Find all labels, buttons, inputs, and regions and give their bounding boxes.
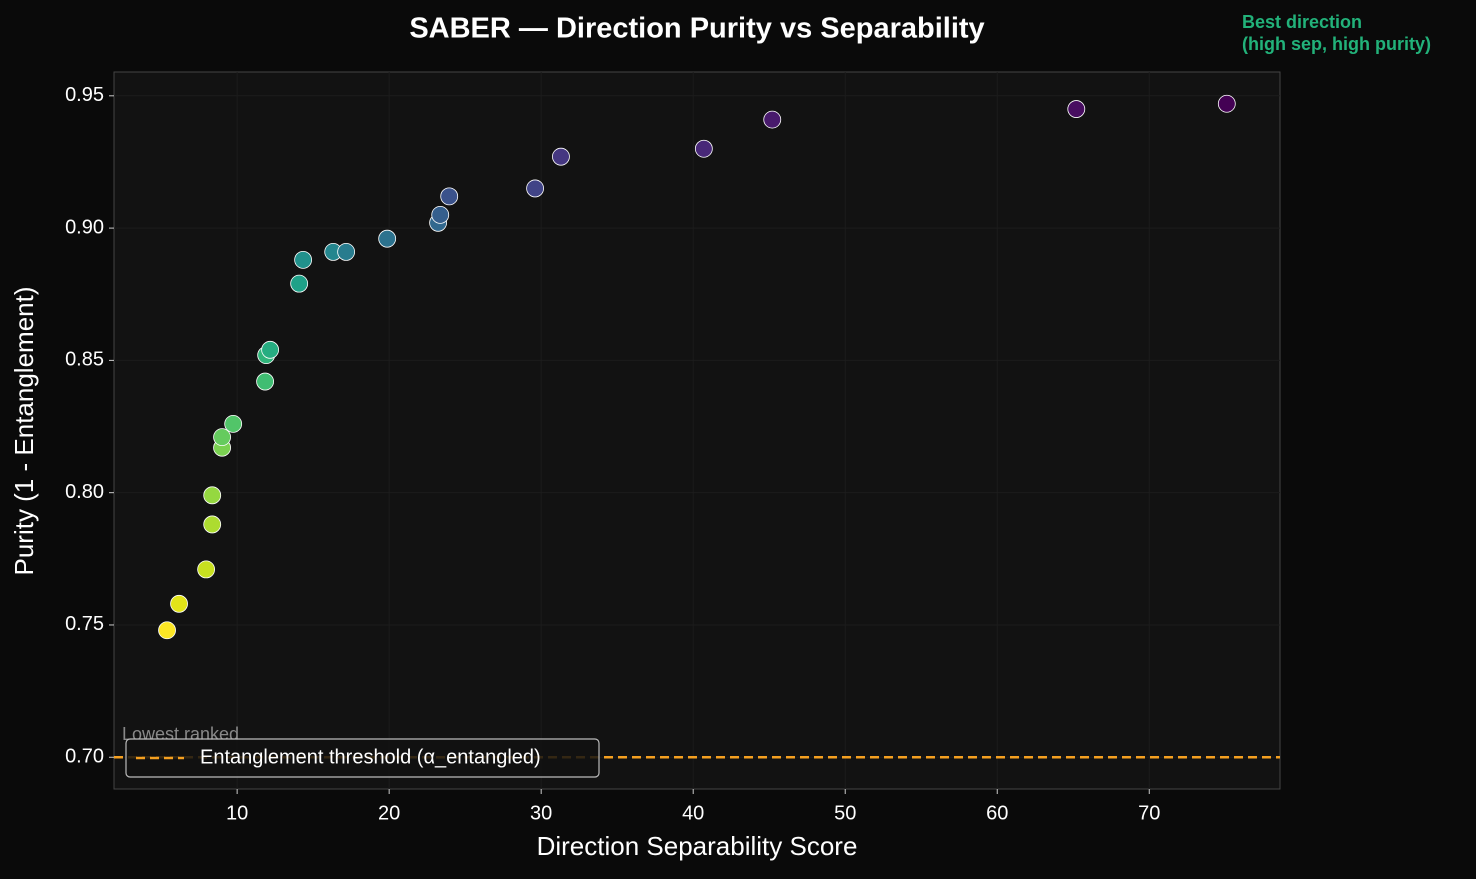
point <box>224 414 243 433</box>
point <box>261 340 280 359</box>
point <box>694 139 713 158</box>
point <box>552 147 570 166</box>
legend-label: Entanglement threshold (α_entangled) <box>200 746 541 768</box>
point <box>431 205 450 224</box>
x-tick-label: 10 <box>226 802 248 824</box>
point <box>197 560 216 579</box>
point <box>256 372 275 391</box>
point <box>378 229 397 248</box>
point <box>763 110 782 129</box>
point <box>170 594 188 613</box>
legend: Entanglement threshold (α_entangled) <box>125 738 600 778</box>
point <box>1217 94 1236 113</box>
point <box>440 187 459 206</box>
legend-box <box>125 738 600 778</box>
plot-area <box>113 71 1281 790</box>
x-tick-label: 70 <box>1138 802 1160 824</box>
point <box>294 250 313 269</box>
annotation: (high sep, high purity) <box>1242 34 1431 54</box>
point <box>203 486 222 505</box>
point <box>1067 100 1086 118</box>
point <box>337 243 356 261</box>
x-tick-label: 30 <box>530 802 552 824</box>
point <box>203 515 222 534</box>
x-tick-label: 40 <box>682 802 704 824</box>
point <box>526 179 544 198</box>
point <box>158 621 176 640</box>
x-axis-label: Direction Separability Score <box>537 831 858 861</box>
y-tick-label: 0.70 <box>65 746 104 768</box>
point <box>213 428 231 447</box>
x-tick-label: 50 <box>834 802 856 824</box>
annotation: Best direction <box>1242 12 1362 32</box>
chart-title: SABER — Direction Purity vs Separability <box>409 13 984 45</box>
y-tick-label: 0.95 <box>65 84 104 106</box>
y-tick-label: 0.90 <box>65 216 104 238</box>
y-axis-label: Purity (1 - Entanglement) <box>9 286 39 575</box>
point <box>290 274 309 293</box>
x-tick-label: 20 <box>378 802 400 824</box>
y-tick-label: 0.75 <box>65 613 104 635</box>
y-tick-label: 0.85 <box>65 349 104 371</box>
x-tick-label: 60 <box>986 802 1008 824</box>
y-tick-label: 0.80 <box>65 481 104 503</box>
